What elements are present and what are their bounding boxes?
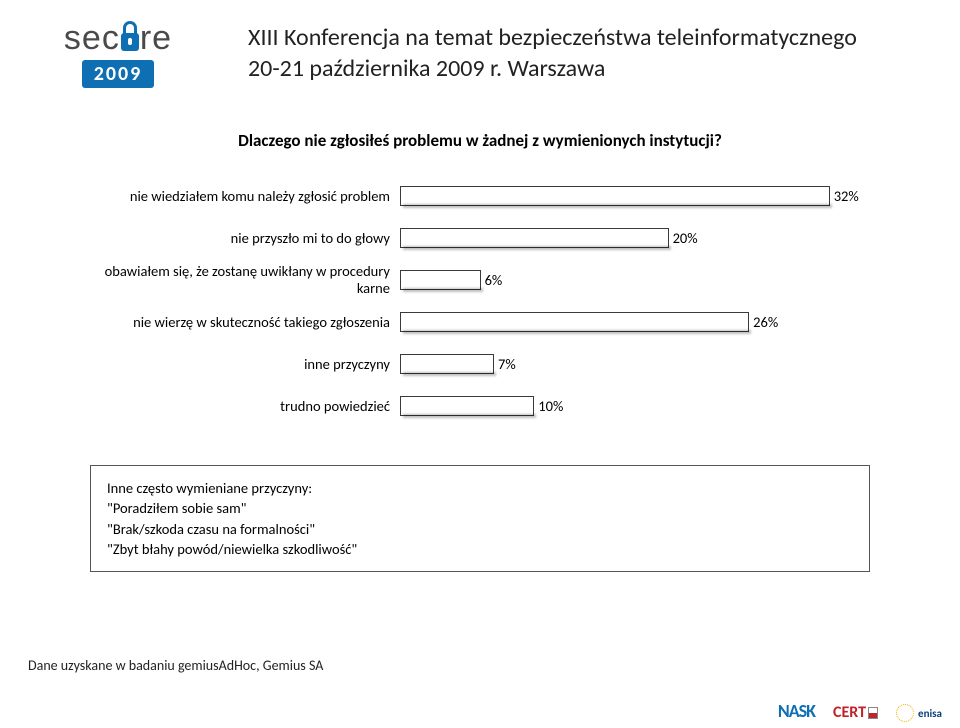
flag-icon <box>868 707 878 719</box>
chart-row-label: inne przyczyny <box>90 356 400 373</box>
nask-logo: NASK <box>778 700 815 722</box>
chart-row-label: nie przyszło mi to do głowy <box>90 230 400 247</box>
chart-row: nie przyszło mi to do głowy 20% <box>90 219 870 257</box>
chart-row: nie wiedziałem komu należy zgłosić probl… <box>90 177 870 215</box>
slide-body: Dlaczego nie zgłosiłeś problemu w żadnej… <box>0 130 960 668</box>
enisa-logo: enisa <box>896 704 942 722</box>
footer-logos: NASK CERT enisa <box>778 700 942 722</box>
note-line3: "Zbyt błahy powód/niewielka szkodliwość" <box>107 539 853 559</box>
note-line1: "Poradziłem sobie sam" <box>107 498 853 518</box>
chart-title: Dlaczego nie zgłosiłeś problemu w żadnej… <box>90 130 870 151</box>
note-box: Inne często wymieniane przyczyny: "Porad… <box>90 465 870 572</box>
chart-bar-value: 6% <box>485 271 503 289</box>
chart-bar-value: 26% <box>753 313 778 331</box>
chart-bar-area: 7% <box>400 354 870 374</box>
chart-bar <box>400 186 830 206</box>
chart-row: inne przyczyny 7% <box>90 345 870 383</box>
chart-bar <box>400 312 749 332</box>
chart-bar-area: 10% <box>400 396 870 416</box>
chart-bar-value: 32% <box>834 187 859 205</box>
chart-bar <box>400 396 534 416</box>
chart-row: trudno powiedzieć 10% <box>90 387 870 425</box>
header-title-line1: XIII Konferencja na temat bezpieczeństwa… <box>248 23 942 52</box>
chart-row: nie wierzę w skuteczność takiego zgłosze… <box>90 303 870 341</box>
header-title-line2: 20-21 października 2009 r. Warszawa <box>248 54 942 83</box>
chart-row-label: obawiałem się, że zostanę uwikłany w pro… <box>90 263 400 296</box>
lock-icon <box>121 21 139 51</box>
chart-bar <box>400 228 669 248</box>
chart-bar-value: 7% <box>498 355 516 373</box>
chart-bar <box>400 354 494 374</box>
chart-bar-value: 10% <box>538 397 563 415</box>
logo-year: 2009 <box>82 60 155 88</box>
chart-row-label: trudno powiedzieć <box>90 398 400 415</box>
chart-bar <box>400 270 481 290</box>
chart-bar-area: 6% <box>400 270 870 290</box>
bar-chart: nie wiedziałem komu należy zgłosić probl… <box>90 177 870 425</box>
slide-header: sec re 2009 XIII Konferencja na temat be… <box>0 0 960 108</box>
chart-bar-area: 32% <box>400 186 870 206</box>
chart-bar-area: 20% <box>400 228 870 248</box>
chart-row: obawiałem się, że zostanę uwikłany w pro… <box>90 261 870 299</box>
secure-logo: sec re 2009 <box>18 8 218 98</box>
footer-source: Dane uzyskane w badaniu gemiusAdHoc, Gem… <box>28 657 323 674</box>
chart-bar-area: 26% <box>400 312 870 332</box>
chart-row-label: nie wierzę w skuteczność takiego zgłosze… <box>90 314 400 331</box>
cert-logo: CERT <box>833 703 878 722</box>
note-lead: Inne często wymieniane przyczyny: <box>107 478 853 498</box>
header-title: XIII Konferencja na temat bezpieczeństwa… <box>218 23 942 83</box>
chart-row-label: nie wiedziałem komu należy zgłosić probl… <box>90 188 400 205</box>
note-line2: "Brak/szkoda czasu na formalności" <box>107 519 853 539</box>
logo-word-left: sec <box>64 19 120 58</box>
chart-bar-value: 20% <box>673 229 698 247</box>
star-circle-icon <box>896 704 914 722</box>
logo-word-right: re <box>140 19 172 58</box>
